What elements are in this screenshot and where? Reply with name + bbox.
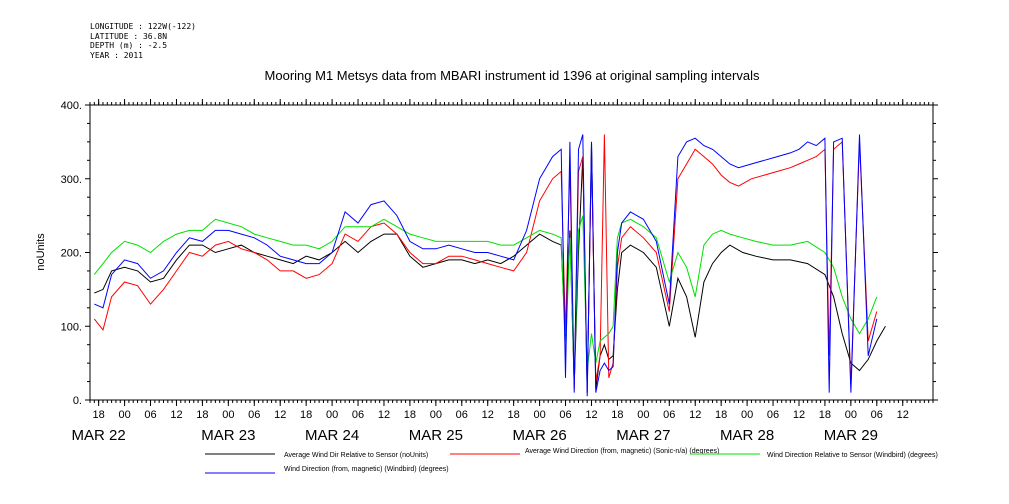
- x-hour-label: 06: [663, 409, 675, 421]
- x-hour-label: 06: [144, 409, 156, 421]
- x-hour-label: 12: [482, 409, 494, 421]
- y-tick-label: 400.: [61, 100, 82, 112]
- y-axis-label: noUnits: [35, 233, 47, 271]
- y-tick-label: 100.: [61, 321, 82, 333]
- x-date-label: MAR 27: [616, 427, 670, 444]
- longitude-label: LONGITUDE : 122W(-122): [90, 22, 196, 31]
- x-hour-label: 00: [533, 409, 545, 421]
- x-hour-label: 18: [404, 409, 416, 421]
- legend-label-1: Average Wind Dir Relative to Sensor (noU…: [284, 452, 428, 459]
- x-hour-label: 12: [378, 409, 390, 421]
- y-tick-label: 0.: [73, 395, 82, 407]
- plot-area: [93, 134, 886, 397]
- x-hour-label: 12: [585, 409, 597, 421]
- x-hour-label: 06: [352, 409, 364, 421]
- chart-title: Mooring M1 Metsys data from MBARI instru…: [265, 68, 760, 83]
- axes: 0. 100. 200. 300. 400. 18 00 06 12 18 00 06 12 18 00 06…: [61, 99, 938, 444]
- x-hour-label: 06: [248, 409, 260, 421]
- legend: Average Wind Dir Relative to Sensor (noU…: [205, 448, 938, 474]
- x-hour-label: 18: [715, 409, 727, 421]
- y-tick-label: 200.: [61, 248, 82, 260]
- x-hour-label: 06: [871, 409, 883, 421]
- x-hour-label: 18: [819, 409, 831, 421]
- depth-label: DEPTH (m) : -2.5: [90, 41, 168, 50]
- x-hour-label: 12: [793, 409, 805, 421]
- x-hour-label: 00: [326, 409, 338, 421]
- metadata-block: LONGITUDE : 122W(-122) LATITUDE : 36.8N …: [90, 22, 196, 60]
- x-hour-label: 12: [689, 409, 701, 421]
- series-line-1: [94, 141, 886, 393]
- latitude-label: LATITUDE : 36.8N: [90, 31, 168, 41]
- legend-label-2: Average Wind Direction (from, magnetic) …: [525, 448, 719, 455]
- x-hour-label: 18: [196, 409, 208, 421]
- x-hour-label: 06: [559, 409, 571, 421]
- x-hour-label: 18: [611, 409, 623, 421]
- x-hour-label: 06: [767, 409, 779, 421]
- legend-label-4: Wind Direction (from, magnetic) (Windbir…: [284, 466, 449, 473]
- x-hour-label: 00: [430, 409, 442, 421]
- x-hour-label: 12: [274, 409, 286, 421]
- x-hour-label: 00: [118, 409, 130, 421]
- x-hour-label: 00: [222, 409, 234, 421]
- x-hour-label: 00: [741, 409, 753, 421]
- x-hour-label: 06: [456, 409, 468, 421]
- x-hour-label: 12: [897, 409, 909, 421]
- x-date-label: MAR 22: [72, 427, 126, 444]
- x-date-label: MAR 23: [201, 427, 255, 444]
- x-date-label: MAR 24: [305, 427, 359, 444]
- x-date-label: MAR 25: [409, 427, 463, 444]
- x-hour-label: 18: [300, 409, 312, 421]
- year-label: YEAR : 2011: [90, 50, 143, 60]
- x-hour-label: 18: [93, 409, 105, 421]
- x-hour-label: 12: [170, 409, 182, 421]
- series-line-3: [93, 215, 878, 378]
- series-line-2: [93, 134, 878, 389]
- x-date-label: MAR 29: [824, 427, 878, 444]
- x-hour-label: 00: [845, 409, 857, 421]
- y-tick-label: 300.: [61, 174, 82, 186]
- series-line-4: [94, 134, 878, 397]
- x-date-label: MAR 26: [513, 427, 567, 444]
- x-date-label: MAR 28: [720, 427, 774, 444]
- legend-label-3: Wind Direction Relative to Sensor (Windb…: [767, 452, 938, 459]
- x-hour-label: 18: [508, 409, 520, 421]
- x-hour-label: 00: [637, 409, 649, 421]
